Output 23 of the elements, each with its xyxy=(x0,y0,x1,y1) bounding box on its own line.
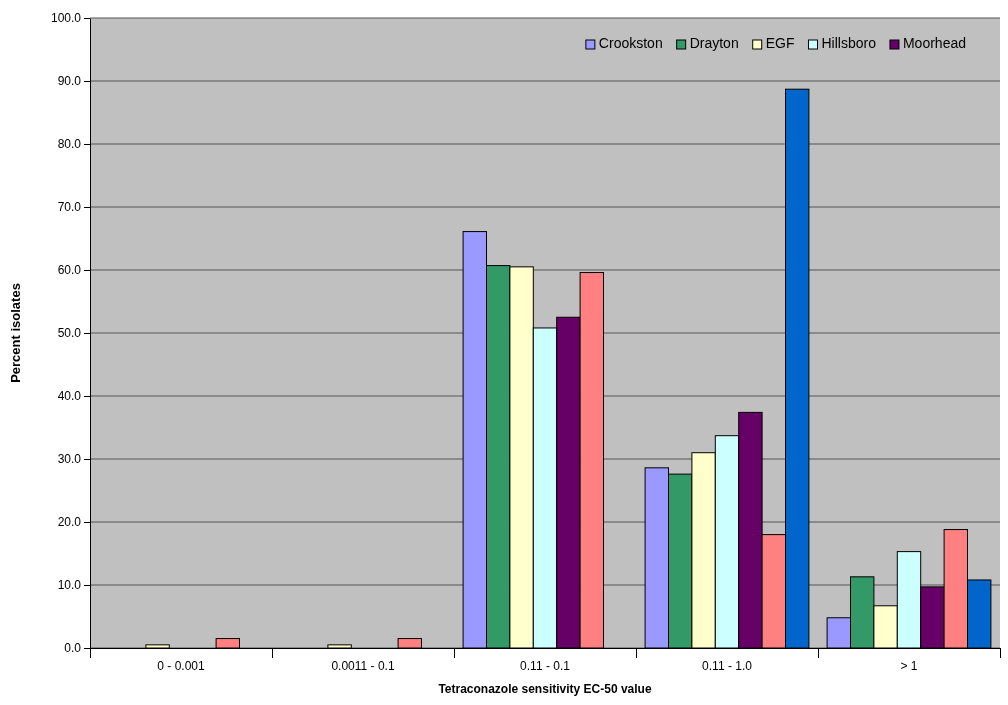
y-tick-label: 20.0 xyxy=(57,515,82,530)
y-tick-label: 50.0 xyxy=(57,326,82,341)
y-tick-label: 60.0 xyxy=(57,263,82,278)
y-tick-label: 100.0 xyxy=(50,11,82,26)
x-tick-label: 0.11 - 1.0 xyxy=(702,659,753,673)
y-tick-label: 90.0 xyxy=(57,74,82,89)
legend-label: Hillsboro xyxy=(821,35,877,51)
legend-label: Moorhead xyxy=(902,35,966,51)
x-axis-title: Tetraconazole sensitivity EC-50 value xyxy=(438,682,652,696)
y-tick-label: 70.0 xyxy=(57,200,82,215)
x-tick-label: 0.11 - 0.1 xyxy=(520,659,571,673)
legend-label: Crookston xyxy=(598,35,663,51)
legend-label: EGF xyxy=(765,35,795,51)
y-axis-title: Percent isolates xyxy=(8,283,23,383)
x-tick-label: > 1 xyxy=(900,659,918,673)
x-tick-label: 0 - 0.001 xyxy=(157,659,206,673)
y-tick-label: 40.0 xyxy=(57,389,82,404)
legend-label: Drayton xyxy=(689,35,739,51)
y-tick-label: 10.0 xyxy=(57,578,82,593)
x-tick-label: 0.0011 - 0.1 xyxy=(331,659,395,673)
y-tick-label: 0.0 xyxy=(64,641,82,656)
y-tick-label: 30.0 xyxy=(57,452,82,467)
y-tick-label: 80.0 xyxy=(57,137,82,152)
